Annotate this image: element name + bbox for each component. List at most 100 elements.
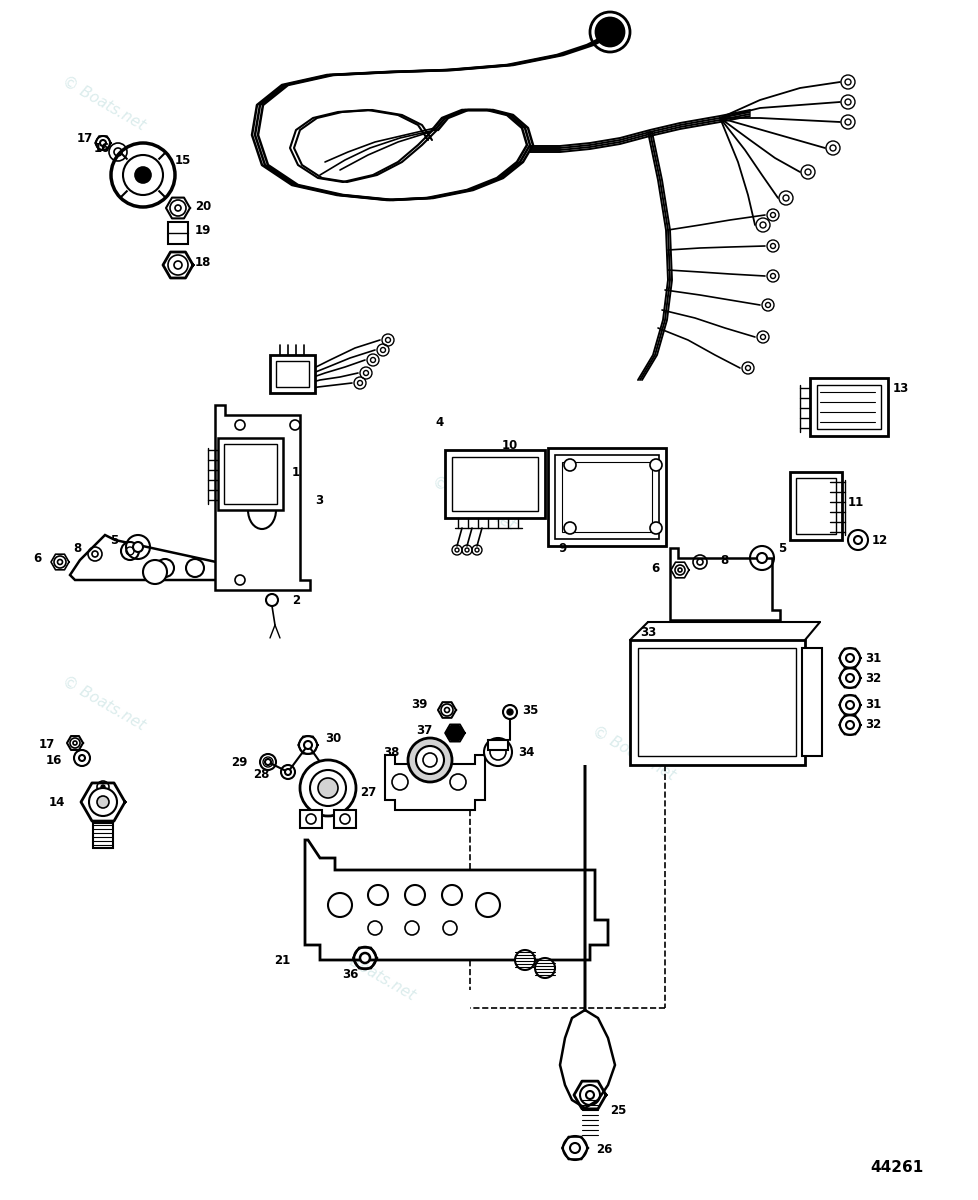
Circle shape: [649, 460, 661, 472]
Circle shape: [844, 79, 850, 85]
Text: 25: 25: [609, 1104, 626, 1116]
Bar: [555, 455, 658, 539]
Bar: [817, 385, 880, 430]
Circle shape: [357, 380, 362, 385]
Bar: [487, 740, 508, 750]
Text: 9: 9: [557, 541, 565, 554]
Text: 10: 10: [502, 438, 517, 451]
Circle shape: [765, 302, 770, 307]
Circle shape: [853, 536, 861, 544]
Circle shape: [408, 738, 452, 782]
Bar: [445, 450, 545, 518]
Text: 31: 31: [865, 652, 880, 665]
Polygon shape: [305, 840, 607, 960]
Circle shape: [113, 148, 122, 156]
Circle shape: [534, 958, 555, 978]
Text: © Boats.net: © Boats.net: [429, 473, 517, 533]
Text: 19: 19: [195, 223, 211, 236]
Circle shape: [235, 420, 244, 430]
Circle shape: [441, 886, 462, 905]
Circle shape: [474, 548, 478, 552]
Text: 4: 4: [434, 415, 443, 428]
Circle shape: [845, 674, 853, 682]
Circle shape: [368, 922, 381, 935]
Circle shape: [450, 774, 466, 790]
Text: 37: 37: [416, 724, 431, 737]
Bar: [548, 448, 665, 546]
Text: 13: 13: [892, 382, 909, 395]
Circle shape: [845, 654, 853, 662]
Circle shape: [133, 542, 143, 552]
Circle shape: [101, 785, 105, 790]
Circle shape: [649, 522, 661, 534]
Circle shape: [360, 953, 370, 962]
Circle shape: [760, 335, 765, 340]
Text: 20: 20: [195, 199, 211, 212]
Circle shape: [143, 560, 167, 584]
Circle shape: [310, 770, 345, 806]
Circle shape: [465, 548, 468, 552]
Circle shape: [385, 337, 390, 342]
Text: 18: 18: [195, 256, 211, 269]
Text: 31: 31: [865, 698, 880, 712]
Text: 17: 17: [76, 132, 93, 144]
Circle shape: [285, 769, 290, 775]
Text: 32: 32: [865, 672, 880, 684]
Polygon shape: [669, 548, 779, 620]
Circle shape: [678, 568, 682, 572]
Ellipse shape: [247, 491, 276, 529]
Circle shape: [174, 262, 182, 269]
Circle shape: [829, 145, 835, 151]
Circle shape: [845, 721, 853, 730]
Text: 26: 26: [596, 1144, 612, 1157]
Text: 35: 35: [521, 703, 538, 716]
Text: 16: 16: [46, 754, 62, 767]
Bar: [561, 462, 651, 532]
Circle shape: [89, 788, 117, 816]
Circle shape: [756, 553, 766, 563]
Circle shape: [58, 559, 63, 564]
Text: 34: 34: [517, 745, 534, 758]
Circle shape: [596, 18, 623, 46]
Circle shape: [563, 460, 575, 472]
Bar: [638, 648, 795, 756]
Text: 3: 3: [315, 493, 323, 506]
Text: © Boats.net: © Boats.net: [590, 724, 678, 782]
Text: 27: 27: [360, 786, 376, 798]
Bar: [801, 648, 822, 756]
Circle shape: [569, 1142, 579, 1153]
Circle shape: [306, 814, 316, 824]
Circle shape: [782, 196, 788, 202]
Text: 17: 17: [39, 738, 55, 751]
Bar: [795, 478, 835, 534]
Text: 5: 5: [110, 534, 118, 546]
Text: 2: 2: [291, 594, 300, 606]
Circle shape: [370, 358, 376, 362]
Text: 11: 11: [847, 496, 864, 509]
Circle shape: [770, 212, 775, 217]
Bar: [270, 355, 315, 394]
Text: 30: 30: [325, 732, 341, 744]
Circle shape: [483, 738, 511, 766]
Circle shape: [299, 760, 356, 816]
Circle shape: [328, 893, 352, 917]
Bar: [333, 810, 356, 828]
Text: 29: 29: [232, 756, 247, 768]
Circle shape: [156, 559, 174, 577]
Text: 33: 33: [640, 625, 655, 638]
Circle shape: [92, 551, 98, 557]
Circle shape: [744, 366, 750, 371]
Text: 6: 6: [651, 562, 659, 575]
Text: 14: 14: [49, 796, 65, 809]
Circle shape: [416, 746, 444, 774]
Bar: [299, 810, 322, 828]
Circle shape: [507, 709, 512, 715]
Circle shape: [844, 119, 850, 125]
Circle shape: [304, 740, 312, 749]
Circle shape: [759, 222, 765, 228]
Circle shape: [135, 167, 151, 184]
Text: 28: 28: [253, 768, 270, 781]
Circle shape: [586, 1091, 594, 1099]
Polygon shape: [559, 766, 614, 1108]
Text: 8: 8: [73, 541, 82, 554]
